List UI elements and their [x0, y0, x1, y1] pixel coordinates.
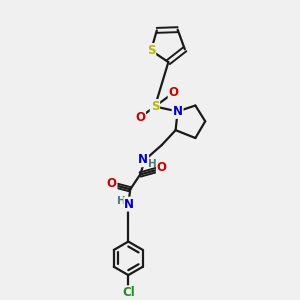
Text: Cl: Cl	[122, 286, 135, 299]
Text: S: S	[151, 100, 159, 113]
Text: N: N	[124, 198, 134, 211]
Text: S: S	[147, 44, 155, 57]
Text: N: N	[138, 153, 148, 166]
Text: O: O	[135, 111, 145, 124]
Text: O: O	[106, 177, 116, 190]
Text: O: O	[169, 86, 179, 99]
Text: N: N	[172, 105, 183, 118]
Text: H: H	[148, 159, 156, 169]
Text: H: H	[117, 196, 126, 206]
Text: O: O	[157, 161, 167, 174]
